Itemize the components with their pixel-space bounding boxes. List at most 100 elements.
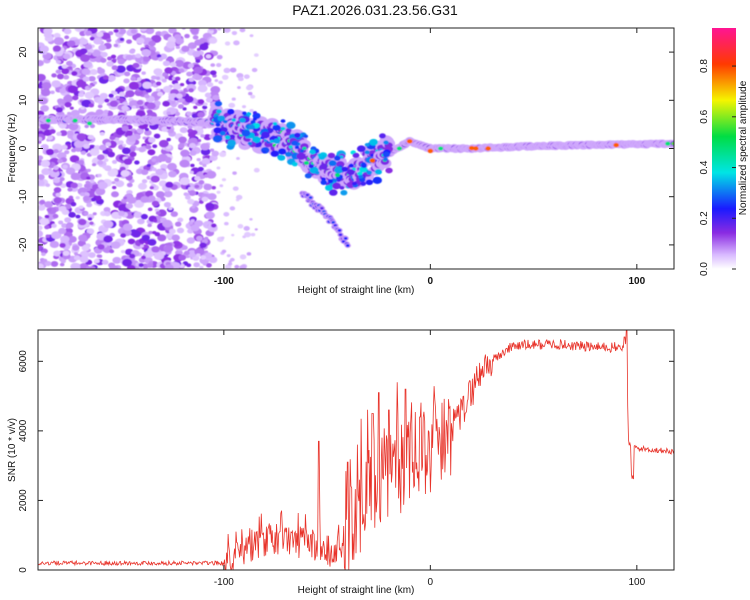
spectrogram-cell [85,180,91,185]
spectrogram-cell [234,264,240,269]
spectrogram-cell [101,259,109,265]
spectrogram-cell [145,28,155,35]
spectrogram-cell [296,152,306,161]
spectrogram-cell [153,252,165,260]
spectrogram-cell [135,53,142,59]
spectrogram-cell [231,118,237,122]
spectrogram-cell [82,195,90,201]
spectrogram-cell [121,125,129,132]
spectrogram-cell [102,75,109,80]
spectrogram-cell [281,150,286,155]
spectrogram-cell [179,127,188,134]
spectrogram-cell [70,182,78,189]
spectrogram-cell [83,211,89,216]
spectrogram-cell [188,88,194,93]
spectrogram-cell [128,81,140,90]
spectrogram-cell [42,258,48,263]
colorbar-tick-label: 0.2 [699,211,710,225]
spectrogram-cell [38,204,46,211]
spectrogram-cell [219,184,224,188]
spectrogram-cell [233,40,240,46]
spectrogram-cell [130,29,137,34]
spectrogram-cell [231,97,236,101]
spectrogram-y-ticks: -20 -10 0 10 20 [18,46,674,252]
spectrogram-cell [216,109,222,114]
spectrogram-cell [352,152,360,159]
spectrogram-cell [147,149,156,156]
spectrogram-cell [332,182,341,190]
spectrogram-cell [209,156,215,161]
spectrogram-cell [67,85,78,94]
spectrogram-cell [262,150,267,154]
spectrogram-cell [294,145,300,150]
spectrogram-cell [305,193,310,197]
spectrogram-cell [38,225,43,231]
spectrogram-cell [86,176,91,180]
spectrogram-cell [270,150,279,157]
spectrogram-cell [129,49,136,54]
spectrogram-cell [317,153,323,158]
spectrogram-cell [147,207,153,212]
spectrogram-cell [242,111,247,115]
spectrogram-cell [80,54,91,62]
spectrogram-cell [141,179,148,184]
spectrogram-cell [183,250,190,256]
spectrogram-y-tick-label: 10 [18,94,29,106]
spectrogram-cell [379,133,386,139]
spectrogram-cell [90,197,97,202]
spectrogram-cell [249,217,253,221]
spectrogram-cell [64,150,70,155]
spectrogram-y-tick-label: -10 [18,189,29,204]
spectrogram-cell [221,74,229,80]
spectrogram-cell [280,126,286,131]
spectrogram-cell [166,137,171,142]
spectrogram-cell [188,190,197,196]
spectrogram-cell [238,76,244,82]
spectrogram-cell [197,111,205,118]
spectrogram-cell [99,131,105,136]
spectrogram-cell [252,112,261,119]
spectrogram-cell [328,160,337,167]
spectrogram-cell [223,28,231,33]
spectrogram-cell [55,107,63,113]
spectrogram-cell [110,54,117,59]
spectrogram-cell [243,226,250,231]
spectrogram-cell [252,136,261,143]
spectrogram-cell [98,101,103,106]
spectrogram-cell [352,181,358,186]
spectrogram-cell [156,88,161,92]
spectrogram-cell [86,187,91,192]
spectrogram-cell [212,94,220,101]
spectrogram-cell [139,244,144,248]
spectrogram-cell [167,128,174,134]
spectrogram-cell [338,233,343,237]
spectrogram-cell [38,73,46,82]
spectrogram-cell [71,245,80,251]
spectrogram-cell [337,229,342,232]
spectrogram-cell [45,183,51,187]
spectrogram-cell [300,143,309,150]
spectrogram-cell [141,71,146,75]
spectrogram-cell [38,263,44,269]
spectrogram-cell [220,236,225,240]
spectrogram-cell [51,231,62,240]
spectrogram-cell [210,63,216,67]
spectrogram-cell [87,121,93,126]
spectrogram-cell [356,145,366,153]
spectrogram-cell [113,28,119,33]
spectrogram-cell [365,179,374,186]
spectrogram-cell [320,179,328,185]
spectrogram-cell [64,101,72,108]
spectrogram-cell [162,60,171,67]
spectrogram-cell [249,34,254,38]
spectrogram-cell [219,151,227,158]
spectrogram-cell [334,173,341,178]
spectrogram-cell [86,228,95,235]
spectrogram-cell [205,211,215,219]
spectrogram-cell [227,262,233,266]
spectrogram-cell [78,234,88,242]
spectrogram-cell [319,163,328,170]
spectrogram-cell [151,246,160,253]
spectrogram-cell [229,67,237,73]
spectrogram-cell [166,111,171,115]
